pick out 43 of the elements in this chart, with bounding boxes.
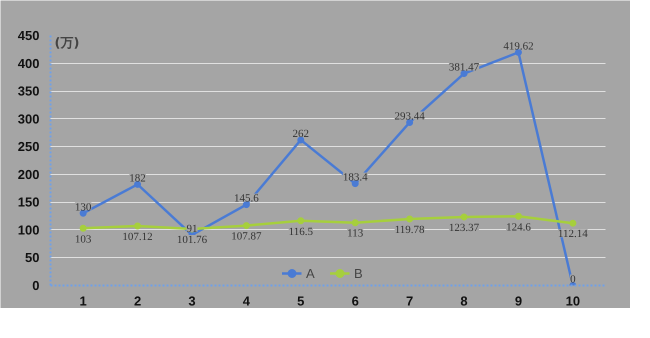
data-label: 107.12 (122, 230, 153, 243)
y-tick-label: 150 (18, 194, 40, 210)
x-tick-label: 4 (242, 294, 251, 308)
legend-label: A (306, 266, 316, 280)
data-label: 130 (74, 201, 92, 214)
data-label: 419.62 (503, 40, 534, 52)
x-tick-label: 8 (460, 294, 468, 308)
data-label: 103 (74, 233, 92, 246)
data-label: 124.6 (506, 221, 532, 234)
x-tick-label: 5 (297, 294, 304, 308)
y-tick-label: 350 (18, 84, 40, 99)
y-tick-label: 100 (18, 222, 40, 238)
data-label: 113 (347, 228, 364, 240)
y-tick-label: 250 (18, 139, 40, 154)
y-tick-label: 450 (18, 28, 40, 43)
x-tick-label: 9 (514, 294, 522, 308)
x-tick-label: 1 (80, 294, 87, 308)
y-tick-label: 400 (18, 56, 40, 71)
data-label: 116.5 (288, 226, 314, 238)
data-label: 182 (129, 172, 146, 184)
data-label: 293.44 (394, 110, 426, 122)
y-tick-label: 50 (25, 250, 40, 266)
data-label: 107.87 (231, 230, 262, 243)
x-tick-label: 6 (352, 294, 359, 308)
data-label: 119.78 (394, 224, 426, 236)
data-label: 145.6 (234, 192, 260, 205)
y-tick-label: 0 (32, 278, 40, 293)
x-tick-label: 3 (188, 294, 196, 308)
data-label: 183.4 (342, 172, 368, 184)
data-label: 262 (292, 128, 310, 140)
data-label: 381.47 (448, 62, 480, 74)
y-axis-title: (万) (54, 36, 80, 51)
y-tick-label: 300 (18, 111, 40, 126)
data-label: 112.14 (558, 228, 588, 240)
legend-label: B (354, 266, 364, 280)
data-label: 123.37 (448, 222, 480, 234)
x-tick-label: 7 (406, 294, 414, 308)
x-tick-label: 2 (134, 294, 142, 308)
data-label: 101.76 (176, 234, 208, 246)
data-label: 91 (186, 222, 198, 235)
y-tick-label: 200 (18, 166, 40, 182)
data-label: 0 (570, 274, 576, 286)
x-tick-label: 10 (566, 294, 580, 308)
